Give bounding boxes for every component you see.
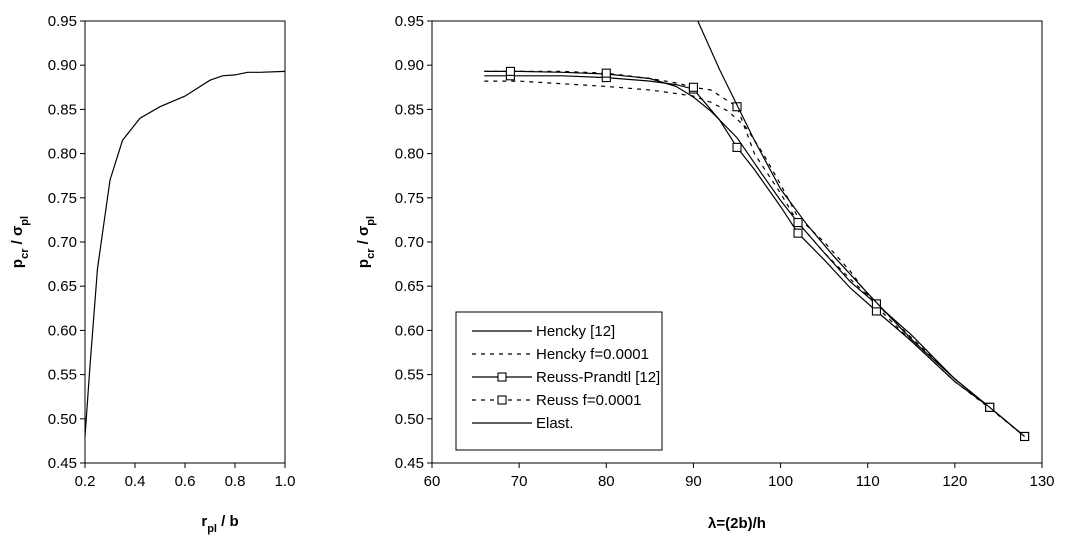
right-x-tick-label: 80 (598, 473, 615, 490)
right-series-line-3 (484, 70, 1025, 437)
right-x-tick-label: 60 (424, 473, 441, 490)
left-chart: 0.45 0.50 0.55 0.60 0.65 0.70 0.75 0.80 0.85 0.90… (9, 13, 295, 535)
legend-label-2: Reuss-Prandtl [12] (536, 369, 660, 386)
right-y-tick-label: 0.95 (395, 13, 424, 30)
right-series-marker-2 (732, 142, 742, 152)
left-y-tick-label: 0.90 (48, 57, 77, 74)
legend-label-1: Henckу f=0.0001 (536, 346, 649, 363)
right-x-tick-label: 120 (942, 473, 967, 490)
right-x-tick-label: 90 (685, 473, 702, 490)
right-chart: 0.45 0.50 0.55 0.60 0.65 0.70 0.75 0.80 0.85 0.90… (355, 13, 1055, 532)
left-y-tick-label: 0.95 (48, 13, 77, 30)
right-x-axis-label: λ=(2b)/h (708, 515, 766, 532)
legend-label-3: Reuss f=0.0001 (536, 392, 642, 409)
left-y-axis: 0.45 0.50 0.55 0.60 0.65 0.70 0.75 0.80 0.85 0.90… (48, 13, 85, 472)
left-y-tick-label: 0.60 (48, 322, 77, 339)
left-series (84, 70, 286, 437)
right-series-marker-2 (793, 228, 803, 238)
left-y-tick-label: 0.45 (48, 455, 77, 472)
right-series-marker-3 (688, 82, 698, 92)
right-y-tick-label: 0.75 (395, 190, 424, 207)
right-y-tick-label: 0.80 (395, 146, 424, 163)
legend-label-0: Hencky [12] (536, 323, 615, 340)
right-series-marker-3 (601, 68, 611, 78)
left-y-axis-label: pcr / σpl (9, 216, 31, 268)
left-plot-area (84, 20, 286, 464)
right-series-marker-3 (871, 299, 881, 309)
left-series-line-0 (84, 70, 286, 437)
right-series-marker-3 (505, 66, 515, 76)
left-x-tick-label: 0.8 (225, 473, 246, 490)
left-y-tick-label: 0.65 (48, 278, 77, 295)
right-y-tick-label: 0.90 (395, 57, 424, 74)
right-x-tick-label: 130 (1029, 473, 1054, 490)
left-x-axis-label: rpl / b (201, 513, 238, 535)
left-y-tick-label: 0.75 (48, 190, 77, 207)
right-series (484, 20, 1030, 442)
right-series-line-1 (484, 80, 1025, 437)
left-y-tick-label: 0.85 (48, 101, 77, 118)
left-y-tick-label: 0.80 (48, 146, 77, 163)
right-x-tick-label: 70 (511, 473, 528, 490)
right-x-axis: 60 70 80 90 100 110 120 130 (424, 463, 1055, 490)
legend-box (455, 311, 663, 451)
right-y-tick-label: 0.85 (395, 101, 424, 118)
legend: Hencky [12] Henckу f=0.0001 Reuss-Prandtl … (455, 311, 663, 451)
left-x-axis: 0.2 0.4 0.6 0.8 1.0 (75, 463, 296, 490)
left-x-tick-label: 0.2 (75, 473, 96, 490)
right-y-tick-label: 0.50 (395, 411, 424, 428)
left-x-tick-label: 0.4 (125, 473, 146, 490)
right-y-tick-label: 0.45 (395, 455, 424, 472)
right-y-axis-label: pcr / σpl (355, 216, 377, 268)
left-x-tick-label: 1.0 (275, 473, 296, 490)
right-x-tick-label: 110 (856, 473, 880, 490)
right-series-marker-3 (793, 218, 803, 228)
left-y-tick-label: 0.55 (48, 367, 77, 384)
right-y-tick-label: 0.55 (395, 367, 424, 384)
right-y-tick-label: 0.70 (395, 234, 424, 251)
left-y-tick-label: 0.70 (48, 234, 77, 251)
right-series-marker-3 (732, 102, 742, 112)
left-x-tick-label: 0.6 (175, 473, 196, 490)
right-series-line-4 (697, 20, 1025, 437)
right-y-tick-label: 0.65 (395, 278, 424, 295)
legend-label-4: Elast. (536, 415, 574, 432)
right-y-axis: 0.45 0.50 0.55 0.60 0.65 0.70 0.75 0.80 0.85 0.90… (395, 13, 432, 472)
right-x-tick-label: 100 (768, 473, 793, 490)
legend-marker-2 (497, 372, 507, 382)
legend-marker-3 (497, 395, 507, 405)
left-y-tick-label: 0.50 (48, 411, 77, 428)
right-y-tick-label: 0.60 (395, 322, 424, 339)
